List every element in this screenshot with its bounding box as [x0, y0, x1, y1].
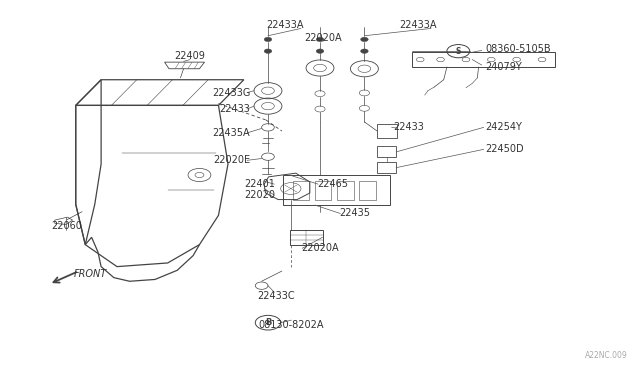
- Text: S: S: [456, 46, 461, 56]
- Text: 22433G: 22433G: [212, 87, 250, 97]
- Text: 22450D: 22450D: [485, 144, 524, 154]
- Text: 22020A: 22020A: [301, 243, 339, 253]
- Text: 22435A: 22435A: [212, 128, 250, 138]
- Bar: [289, 230, 323, 245]
- Text: B: B: [265, 318, 271, 327]
- Circle shape: [264, 49, 272, 53]
- Text: 24079Y: 24079Y: [485, 62, 522, 72]
- Bar: [284, 175, 390, 205]
- Text: 22433A: 22433A: [399, 20, 437, 30]
- Text: 22020A: 22020A: [305, 33, 342, 42]
- Text: 22433C: 22433C: [257, 291, 294, 301]
- Bar: [412, 52, 555, 67]
- Text: 22465: 22465: [317, 179, 348, 189]
- Circle shape: [316, 37, 324, 42]
- Text: 22020: 22020: [244, 190, 276, 200]
- Text: 22409: 22409: [175, 51, 205, 61]
- Bar: [292, 180, 309, 199]
- Text: 24254Y: 24254Y: [485, 122, 522, 132]
- Circle shape: [316, 49, 324, 53]
- Text: 08130-8202A: 08130-8202A: [259, 320, 324, 330]
- Text: A22NC.009: A22NC.009: [585, 351, 628, 360]
- Bar: [359, 180, 376, 199]
- Text: 22020E: 22020E: [213, 155, 250, 165]
- Bar: [377, 124, 397, 138]
- Bar: [315, 180, 332, 199]
- Bar: [377, 162, 396, 173]
- Text: 22433A: 22433A: [266, 20, 303, 30]
- Text: 08360-5105B: 08360-5105B: [485, 44, 550, 54]
- Text: 22435: 22435: [339, 208, 370, 218]
- Circle shape: [360, 49, 368, 53]
- Text: 22433: 22433: [220, 104, 250, 114]
- Text: 22433: 22433: [393, 122, 424, 132]
- Text: 22401: 22401: [244, 179, 276, 189]
- Text: 22060: 22060: [51, 221, 82, 231]
- Circle shape: [264, 37, 272, 42]
- Bar: [337, 180, 354, 199]
- Bar: [377, 147, 396, 157]
- Text: FRONT: FRONT: [74, 269, 107, 279]
- Circle shape: [360, 37, 368, 42]
